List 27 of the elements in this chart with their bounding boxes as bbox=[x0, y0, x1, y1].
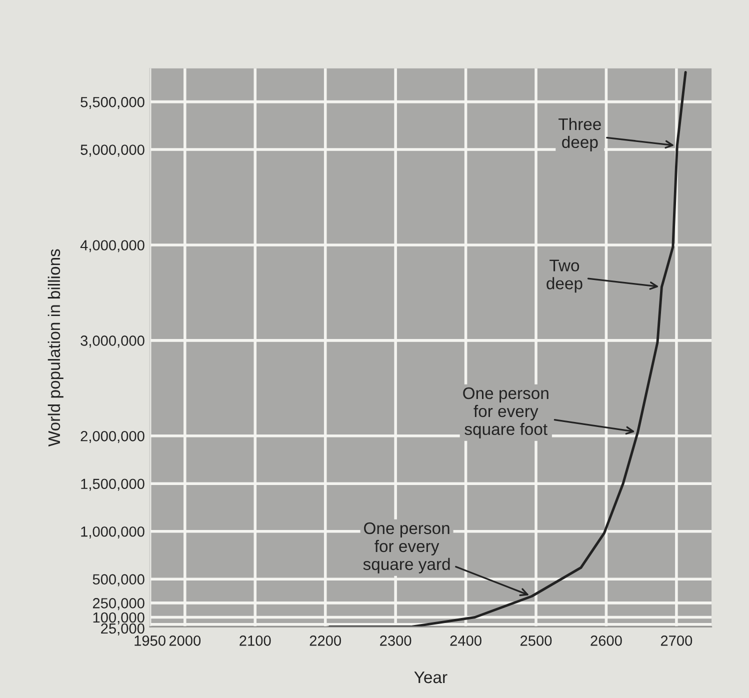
x-axis-title: Year bbox=[414, 672, 448, 684]
x-tick-label: 1950 bbox=[134, 636, 166, 646]
x-tick-label: 2100 bbox=[240, 636, 271, 646]
y-tick-label: 500,000 bbox=[92, 574, 144, 586]
x-tick-label: 2000 bbox=[169, 636, 201, 646]
y-axis-title: World population in billions bbox=[48, 249, 64, 447]
x-tick-label: 2600 bbox=[590, 636, 622, 646]
x-tick-label: 2400 bbox=[450, 636, 482, 646]
annotation: One person for every square yard bbox=[363, 522, 450, 574]
y-tick-label: 1,000,000 bbox=[81, 526, 144, 538]
x-tick-label: 2200 bbox=[310, 636, 341, 646]
x-tick-label: 2300 bbox=[380, 636, 412, 646]
annotation: Two deep bbox=[546, 260, 582, 293]
x-tick-label: 2700 bbox=[660, 636, 692, 646]
y-tick-label: 5,500,000 bbox=[80, 96, 144, 109]
y-tick-label: 100,000 bbox=[93, 612, 144, 624]
annotation: Three deep bbox=[558, 118, 601, 152]
line-series bbox=[328, 70, 687, 627]
y-tick-label: 4,000,000 bbox=[80, 240, 144, 252]
y-tick-label: 250,000 bbox=[92, 598, 144, 610]
y-tick-label: 5,000,000 bbox=[80, 144, 144, 157]
y-tick-label: 2,000,000 bbox=[80, 431, 144, 444]
annotation: One person for every square foot bbox=[463, 387, 548, 438]
y-tick-label: 25,000 bbox=[101, 623, 144, 636]
y-tick-label: 3,000,000 bbox=[80, 336, 144, 348]
x-tick-label: 2500 bbox=[520, 636, 552, 646]
y-tick-label: 1,500,000 bbox=[81, 478, 144, 491]
